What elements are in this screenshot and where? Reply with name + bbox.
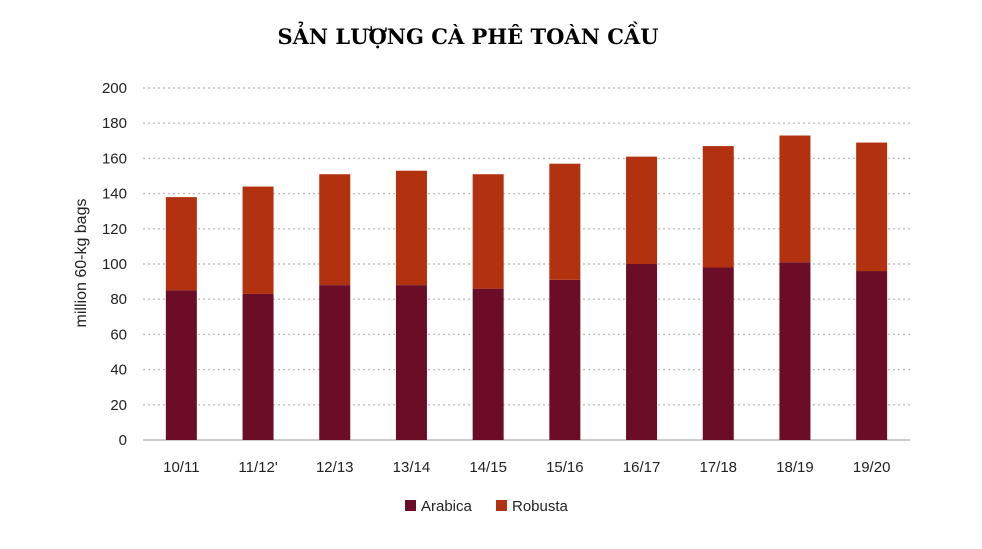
bar-robusta-0 [165,197,197,291]
bar-robusta-5 [549,163,581,280]
bar-robusta-2 [319,174,351,286]
bars [165,135,888,440]
x-tick-label: 13/14 [393,459,431,476]
y-tick-label: 0 [119,432,127,449]
bar-robusta-7 [702,146,734,268]
bar-arabica-6 [626,264,658,440]
y-tick-label: 20 [110,397,127,414]
y-axis-ticks: 0 20 40 60 80 100 120 140 160 180 200 [102,80,127,449]
x-axis-ticks: 10/11 11/12' 12/13 13/14 14/15 15/16 16/17 17/1… [163,459,890,476]
y-tick-label: 200 [102,80,127,97]
y-tick-label: 60 [110,326,127,343]
bar-robusta-8 [779,135,811,263]
x-tick-label: 10/11 [163,459,199,476]
x-tick-label: 19/20 [853,459,891,476]
y-tick-label: 140 [102,186,127,203]
bar-arabica-1 [242,293,274,440]
bar-arabica-5 [549,279,581,440]
chart-title: SẢN LƯỢNG CÀ PHÊ TOÀN CẦU [277,22,658,49]
bar-robusta-4 [472,174,504,289]
legend-label-robusta: Robusta [512,498,569,515]
x-tick-label: 18/19 [776,459,814,476]
x-tick-label: 12/13 [316,459,354,476]
y-tick-label: 100 [102,256,127,273]
y-tick-label: 120 [102,221,127,238]
bar-arabica-8 [779,262,811,440]
bar-robusta-9 [856,142,888,272]
x-tick-label: 17/18 [699,459,737,476]
bar-arabica-7 [702,267,734,440]
bar-arabica-3 [395,285,427,440]
bar-arabica-4 [472,288,504,440]
x-tick-label: 15/16 [546,459,584,476]
bar-robusta-1 [242,186,274,294]
x-tick-label: 14/15 [469,459,507,476]
bar-arabica-0 [165,290,197,440]
y-axis-label: million 60-kg bags [73,199,90,328]
bar-robusta-6 [626,156,658,264]
x-tick-label: 11/12' [238,459,277,476]
legend-swatch-robusta [496,500,507,511]
x-tick-label: 16/17 [623,459,661,476]
y-tick-label: 160 [102,150,127,167]
legend: Arabica Robusta [405,498,569,515]
bar-arabica-2 [319,285,351,440]
bar-arabica-9 [856,271,888,440]
y-tick-label: 40 [110,362,127,379]
legend-swatch-arabica [405,500,416,511]
legend-label-arabica: Arabica [421,498,473,515]
bar-robusta-3 [395,170,427,286]
y-tick-label: 80 [110,291,127,308]
y-tick-label: 180 [102,115,127,132]
